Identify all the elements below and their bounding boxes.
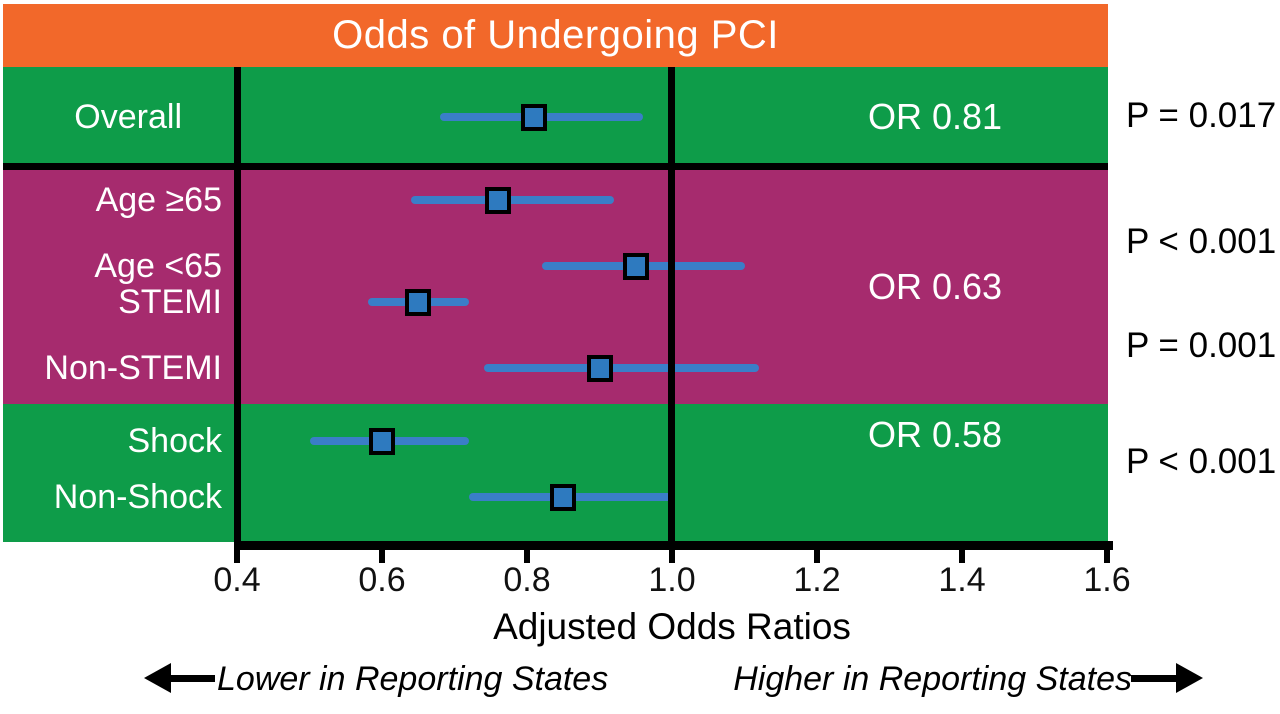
left-arrow-icon (144, 663, 171, 693)
ci-line (483, 364, 759, 372)
point-estimate-marker (521, 104, 548, 131)
x-axis-tick (814, 550, 820, 563)
x-axis-tick-label: 1.4 (938, 561, 986, 599)
row-label: Age ≥65 (95, 181, 222, 219)
group-separator-line (3, 163, 1108, 170)
point-estimate-marker (369, 428, 395, 455)
point-estimate-marker (485, 187, 511, 214)
right-arrow-icon (1176, 663, 1203, 693)
ci-line (411, 196, 614, 204)
p-value-label: P < 0.001 (1126, 222, 1277, 261)
right-arrow-shaft (1131, 675, 1179, 682)
left-arrow-shaft (167, 675, 215, 682)
x-axis-tick (234, 550, 240, 563)
group-band (3, 404, 1108, 542)
x-axis-line (234, 541, 1113, 550)
x-axis-tick-label: 1.6 (1083, 561, 1131, 599)
higher-direction-label: Higher in Reporting States (733, 660, 1132, 698)
x-axis-tick-label: 0.4 (213, 561, 261, 599)
x-axis-tick (959, 550, 965, 563)
row-label: Non-Shock (53, 478, 222, 516)
odds-ratio-label: OR 0.58 (867, 414, 1003, 455)
row-label: Non-STEMI (44, 349, 222, 387)
figure-title-bar: Odds of Undergoing PCI (3, 4, 1108, 67)
p-value-label: P = 0.017 (1126, 96, 1277, 135)
lower-direction-label: Lower in Reporting States (217, 660, 609, 698)
row-label: Overall (74, 98, 182, 136)
x-axis-tick-label: 1.0 (648, 561, 696, 599)
x-axis-tick-label: 0.8 (503, 561, 551, 599)
x-axis-tick (524, 550, 530, 563)
x-axis-tick-label: 1.2 (793, 561, 841, 599)
row-label: Shock (127, 422, 223, 460)
axis-min-vertical-line (234, 67, 241, 550)
p-value-label: P = 0.001 (1126, 326, 1277, 365)
row-label: Age <65 (94, 247, 222, 285)
x-axis-tick (669, 550, 675, 563)
x-axis-tick-label: 0.6 (358, 561, 406, 599)
x-axis-tick (379, 550, 385, 563)
x-axis-tick (1104, 550, 1110, 563)
odds-ratio-label: OR 0.63 (867, 266, 1003, 307)
point-estimate-marker (586, 355, 613, 382)
odds-ratio-label: OR 0.81 (867, 96, 1003, 137)
point-estimate-marker (405, 289, 432, 316)
reference-line-1-0 (668, 67, 675, 550)
row-label: STEMI (118, 283, 222, 321)
point-estimate-marker (622, 253, 649, 280)
p-value-label: P < 0.001 (1126, 442, 1277, 481)
x-axis-title: Adjusted Odds Ratios (493, 606, 851, 647)
point-estimate-marker (550, 484, 577, 511)
figure-title: Odds of Undergoing PCI (332, 13, 779, 57)
